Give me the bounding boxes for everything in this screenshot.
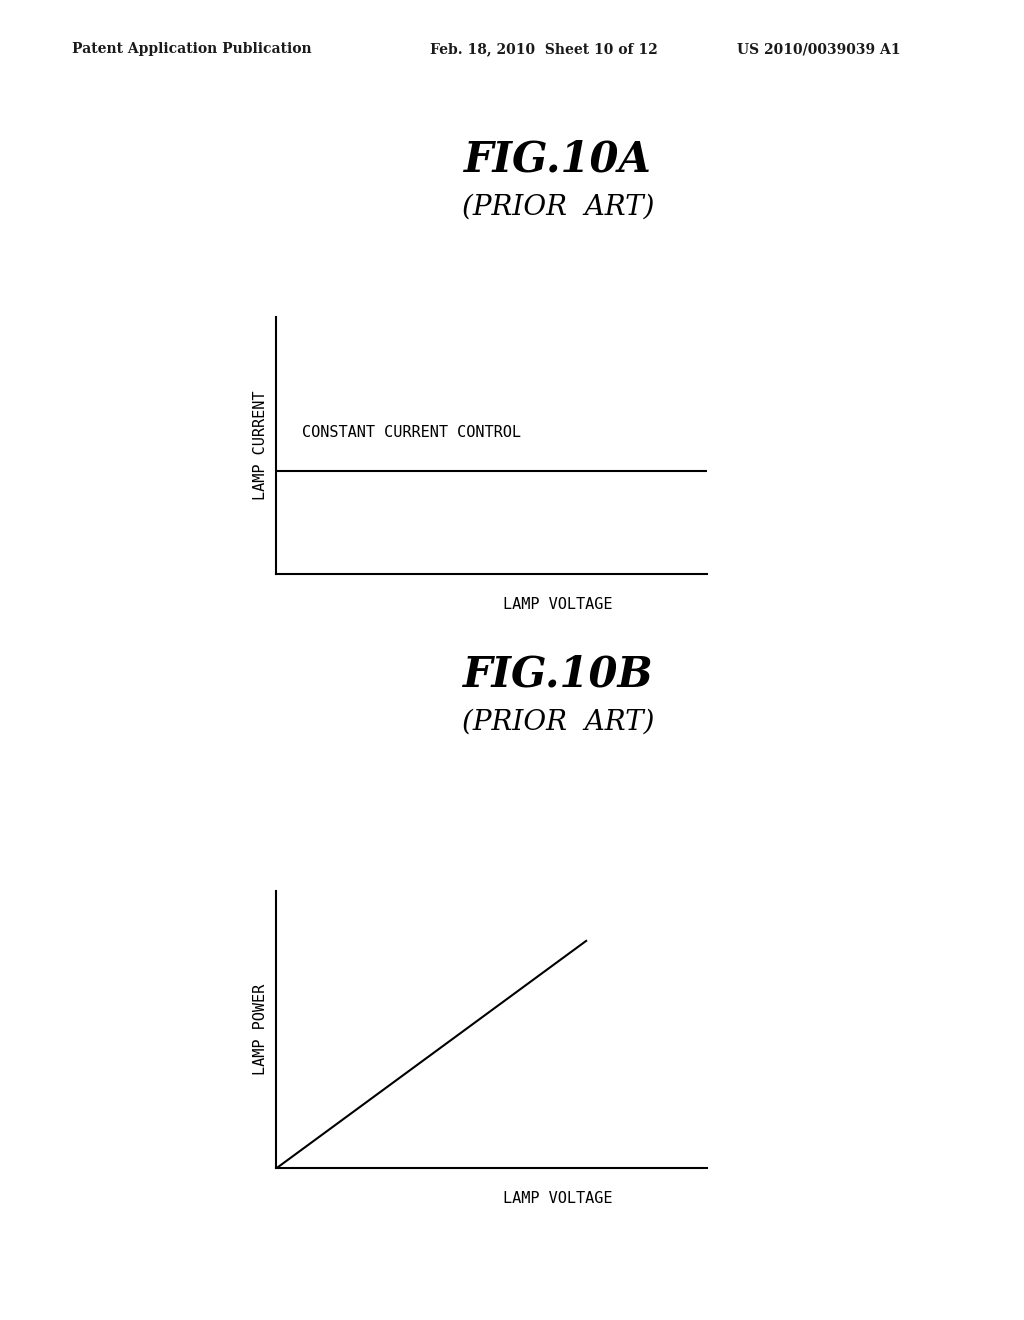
Text: (PRIOR  ART): (PRIOR ART) (462, 709, 654, 735)
Text: Patent Application Publication: Patent Application Publication (72, 42, 311, 57)
Text: (PRIOR  ART): (PRIOR ART) (462, 194, 654, 220)
Y-axis label: LAMP CURRENT: LAMP CURRENT (253, 391, 268, 500)
Text: FIG.10B: FIG.10B (463, 653, 653, 696)
Text: Feb. 18, 2010  Sheet 10 of 12: Feb. 18, 2010 Sheet 10 of 12 (430, 42, 657, 57)
Text: LAMP VOLTAGE: LAMP VOLTAGE (504, 597, 612, 611)
Text: US 2010/0039039 A1: US 2010/0039039 A1 (737, 42, 901, 57)
Text: CONSTANT CURRENT CONTROL: CONSTANT CURRENT CONTROL (302, 425, 521, 441)
Y-axis label: LAMP POWER: LAMP POWER (253, 983, 268, 1076)
Text: FIG.10A: FIG.10A (464, 139, 652, 181)
Text: LAMP VOLTAGE: LAMP VOLTAGE (504, 1191, 612, 1205)
